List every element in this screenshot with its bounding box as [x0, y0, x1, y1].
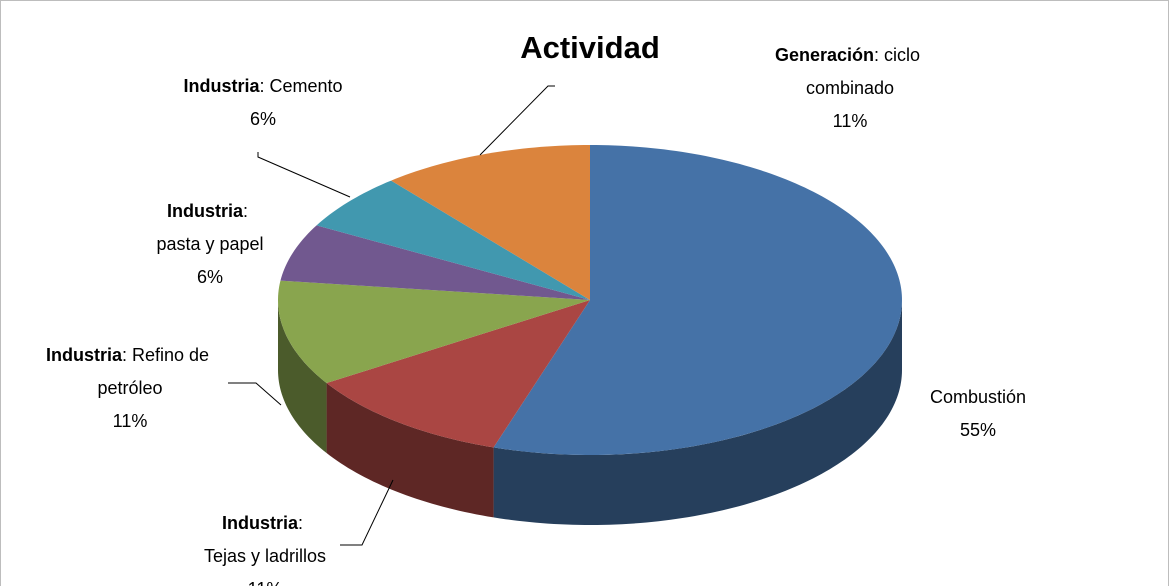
label-bold: Industria: [167, 201, 244, 221]
pie-slice: [316, 180, 590, 300]
data-label: Combustión: [930, 387, 1026, 407]
label-line: Tejas y ladrillos: [204, 546, 326, 566]
label-rest: : Cemento: [259, 76, 342, 96]
pie-slice: [280, 225, 590, 300]
data-label: Generación: ciclo combinado: [775, 45, 925, 98]
pie-slice-side: [326, 383, 494, 518]
label-rest: : Refino de: [122, 345, 214, 365]
label-line: Generación: ciclo: [775, 45, 925, 65]
leader-line: [340, 479, 394, 546]
chart-title: Actividad: [520, 30, 660, 65]
data-label: Industria: Refino de petróleo: [46, 345, 214, 398]
label-rest: : ciclo: [874, 45, 925, 65]
label-line: petróleo: [97, 378, 162, 398]
leader-line: [479, 85, 555, 156]
data-label-value: 11%: [248, 579, 283, 586]
pie-slice: [493, 145, 902, 455]
pie-slice-side: [278, 300, 327, 454]
label-line: Industria:: [222, 513, 308, 533]
data-label-value: 11%: [113, 411, 148, 431]
label-bold: Industria: [183, 76, 260, 96]
leader-line: [257, 152, 351, 198]
data-label-value: 6%: [197, 267, 223, 287]
data-label-value: 6%: [250, 109, 276, 129]
data-label-value: 55%: [960, 420, 996, 440]
leader-line: [228, 382, 282, 406]
label-line: Combustión: [930, 387, 1026, 407]
label-rest: :: [298, 513, 308, 533]
pie-slice: [278, 280, 590, 384]
data-label: Industria: Tejas y ladrillos: [204, 513, 326, 566]
data-label: Industria: pasta y papel: [156, 201, 263, 254]
pie-slice: [391, 145, 590, 300]
data-label-value: 11%: [833, 111, 868, 131]
label-bold: Industria: [222, 513, 299, 533]
pie-slice-side: [493, 300, 902, 525]
label-line: Industria: Refino de: [46, 345, 214, 365]
pie-slice: [326, 300, 590, 448]
label-rest: :: [243, 201, 253, 221]
label-line: pasta y papel: [156, 234, 263, 254]
label-line: Industria: Cemento: [183, 76, 342, 96]
data-label: Industria: Cemento: [183, 76, 342, 96]
label-line: Industria:: [167, 201, 253, 221]
label-line: combinado: [806, 78, 894, 98]
label-bold: Generación: [775, 45, 874, 65]
label-bold: Industria: [46, 345, 123, 365]
